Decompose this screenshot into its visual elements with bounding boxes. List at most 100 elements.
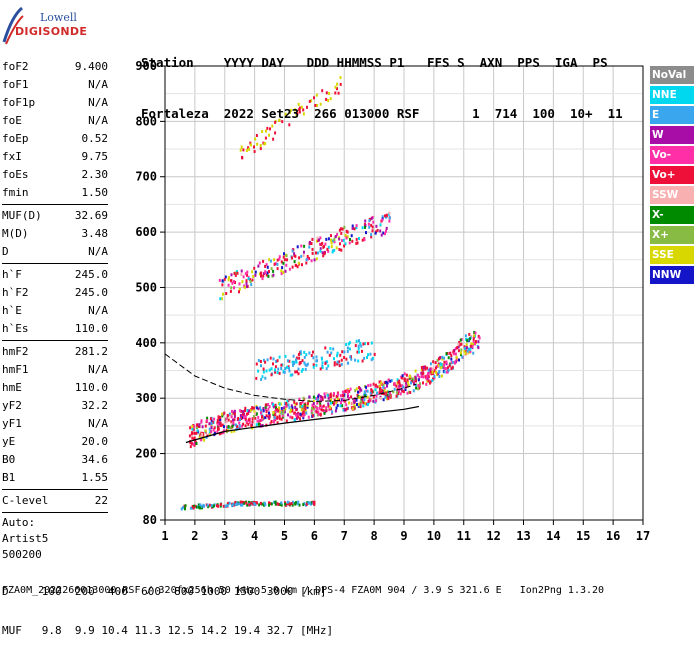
- echo-point: [281, 415, 284, 419]
- chart-lines: [164, 353, 420, 444]
- echo-point: [366, 395, 369, 399]
- legend-item: X+: [650, 226, 694, 244]
- echo-point: [232, 502, 235, 506]
- echo-point: [206, 503, 209, 507]
- echo-point: [248, 503, 251, 507]
- echo-point: [276, 416, 279, 420]
- echo-point: [457, 349, 460, 353]
- echo-point: [472, 340, 475, 344]
- echo-point: [231, 281, 234, 285]
- param-label: foEs: [2, 168, 29, 181]
- echo-point: [348, 241, 351, 245]
- echo-point: [247, 500, 250, 504]
- echo-point: [334, 235, 337, 239]
- echo-point: [301, 263, 303, 267]
- echo-point: [366, 403, 369, 406]
- echo-point: [241, 424, 244, 428]
- echo-point: [249, 278, 251, 282]
- echo-point: [223, 277, 226, 281]
- echo-point: [331, 250, 334, 254]
- echo-point: [235, 503, 238, 507]
- param-value: 32.69: [74, 209, 108, 222]
- echo-point: [347, 395, 349, 398]
- echo-point: [266, 358, 269, 362]
- echo-point: [309, 501, 312, 505]
- param-label: MUF(D): [2, 209, 42, 222]
- echo-point: [453, 360, 456, 364]
- echo-point: [333, 363, 336, 367]
- echo-point: [367, 222, 370, 226]
- echo-point: [299, 417, 301, 421]
- echo-point: [231, 409, 233, 413]
- echo-point: [240, 273, 243, 276]
- echo-point: [358, 339, 360, 343]
- echo-point: [306, 403, 309, 407]
- echo-point: [338, 237, 341, 241]
- legend-item: SSE: [650, 246, 694, 264]
- param-label: foF2: [2, 60, 29, 73]
- echo-point: [364, 394, 366, 398]
- echo-point: [216, 504, 218, 508]
- param-label: hmE: [2, 381, 22, 394]
- echo-point: [472, 337, 475, 341]
- echo-point: [297, 372, 300, 376]
- echo-point: [236, 425, 239, 429]
- echo-point: [426, 379, 429, 383]
- param-value: N/A: [88, 96, 108, 109]
- echo-point: [358, 396, 361, 399]
- echo-point: [257, 422, 260, 426]
- echo-point: [392, 390, 395, 394]
- echo-point: [270, 420, 273, 423]
- echo-point: [278, 402, 281, 406]
- echo-point: [244, 415, 247, 419]
- echo-point: [223, 425, 225, 429]
- echo-point: [266, 126, 269, 130]
- legend-item: Vo+: [650, 166, 694, 184]
- echo-point: [262, 407, 265, 410]
- echo-point: [473, 334, 476, 338]
- echo-point: [327, 364, 330, 368]
- echo-point: [294, 402, 297, 406]
- echo-point: [443, 366, 446, 370]
- echo-point: [305, 502, 308, 506]
- echo-point: [259, 411, 262, 415]
- echo-point: [276, 421, 279, 425]
- echo-point: [346, 346, 349, 350]
- echo-point: [269, 422, 272, 426]
- echo-point: [204, 429, 207, 433]
- echo-point: [256, 419, 259, 423]
- echo-point: [314, 104, 317, 107]
- echo-point: [338, 364, 341, 368]
- echo-point: [286, 399, 289, 403]
- echo-point: [225, 292, 228, 295]
- echo-point: [247, 146, 250, 150]
- echo-point: [336, 403, 339, 407]
- echo-point: [407, 383, 410, 387]
- echo-point: [239, 418, 241, 422]
- echo-point: [458, 358, 460, 362]
- model-line: [185, 405, 420, 444]
- param-row: foF2 9.400: [2, 58, 108, 76]
- x-tick-label: 1: [161, 529, 168, 543]
- echo-point: [399, 384, 402, 388]
- echo-point: [316, 239, 319, 243]
- echo-point: [464, 334, 467, 338]
- echo-point: [196, 423, 199, 427]
- echo-point: [229, 289, 232, 293]
- echo-point: [358, 237, 360, 240]
- echo-point: [365, 389, 368, 393]
- echo-point: [457, 345, 460, 349]
- echo-point: [272, 362, 274, 366]
- echo-point: [336, 362, 339, 366]
- echo-point: [430, 367, 433, 371]
- echo-point: [255, 423, 258, 427]
- echo-point: [239, 414, 242, 417]
- echo-point: [293, 362, 295, 365]
- echo-point: [264, 403, 267, 407]
- echo-point: [415, 386, 418, 390]
- echo-point: [383, 392, 385, 396]
- echo-point: [280, 269, 283, 273]
- echo-point: [306, 105, 308, 109]
- echo-point: [193, 431, 196, 435]
- echo-point: [327, 396, 330, 400]
